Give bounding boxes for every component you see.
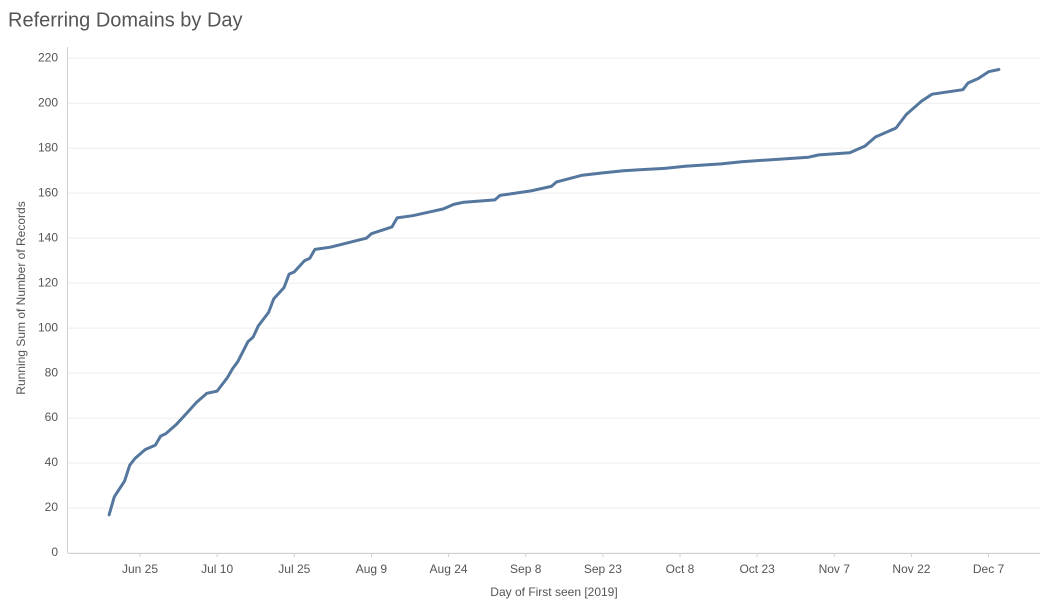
y-tick-label: 120 — [38, 275, 58, 289]
data-line — [107, 68, 1001, 517]
x-tick-label: Sep 23 — [584, 562, 622, 576]
x-tick-label: Aug 9 — [356, 562, 388, 576]
x-tick-label: Jun 25 — [122, 562, 158, 576]
x-tick-label: Aug 24 — [430, 562, 468, 576]
y-tick-label: 80 — [45, 365, 59, 379]
y-axis-label: Running Sum of Number of Records — [14, 201, 28, 394]
y-tick-label: 60 — [45, 410, 59, 424]
y-tick-label: 40 — [45, 455, 59, 469]
x-axis-label: Day of First seen [2019] — [490, 585, 617, 599]
x-tick-label: Sep 8 — [510, 562, 542, 576]
y-tick-label: 200 — [38, 95, 58, 109]
y-tick-label: 20 — [45, 500, 59, 514]
y-tick-label: 180 — [38, 140, 58, 154]
y-tick-label: 140 — [38, 230, 58, 244]
x-tick-label: Oct 23 — [739, 562, 775, 576]
chart-title: Referring Domains by Day — [8, 9, 243, 31]
y-tick-label: 160 — [38, 185, 58, 199]
x-tick-label: Oct 8 — [666, 562, 695, 576]
y-tick-label: 220 — [38, 50, 58, 64]
x-tick-label: Jul 25 — [278, 562, 310, 576]
x-tick-label: Jul 10 — [201, 562, 233, 576]
x-tick-label: Dec 7 — [973, 562, 1005, 576]
y-tick-label: 100 — [38, 320, 58, 334]
x-tick-label: Nov 22 — [892, 562, 930, 576]
x-tick-label: Nov 7 — [819, 562, 851, 576]
y-tick-label: 0 — [51, 545, 58, 559]
